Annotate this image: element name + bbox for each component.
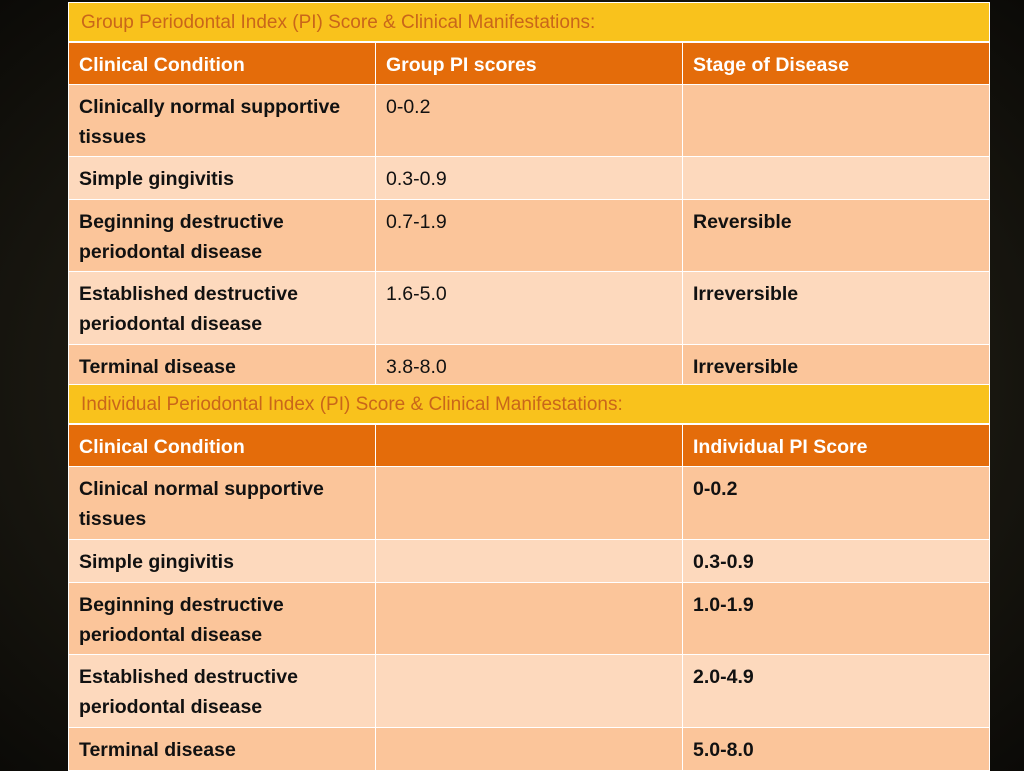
table-row: Beginning destructive periodontal diseas… <box>68 199 990 272</box>
group-table-block: Group Periodontal Index (PI) Score & Cli… <box>68 2 990 388</box>
table-cell: Established destructive periodontal dise… <box>68 271 376 345</box>
table-cell: Beginning destructive periodontal diseas… <box>68 199 376 272</box>
header-cell: Stage of Disease <box>682 42 990 85</box>
table-cell: Simple gingivitis <box>68 539 376 583</box>
table-cell: 3.8-8.0 <box>375 344 683 388</box>
table-row: Beginning destructive periodontal diseas… <box>68 582 990 655</box>
table-row: Simple gingivitis 0.3-0.9 <box>68 156 990 200</box>
table-row: Established destructive periodontal dise… <box>68 654 990 728</box>
table-cell: Beginning destructive periodontal diseas… <box>68 582 376 655</box>
table-title: Group Periodontal Index (PI) Score & Cli… <box>68 2 990 42</box>
table-cell <box>375 539 683 583</box>
header-cell: Clinical Condition <box>68 424 376 467</box>
table-cell: Terminal disease <box>68 727 376 771</box>
table-cell <box>682 156 990 200</box>
table-cell <box>375 582 683 655</box>
header-cell <box>375 424 683 467</box>
header-cell: Clinical Condition <box>68 42 376 85</box>
table-cell: 0.3-0.9 <box>682 539 990 583</box>
table-cell: Established destructive periodontal dise… <box>68 654 376 728</box>
header-cell: Individual PI Score <box>682 424 990 467</box>
table-cell: Irreversible <box>682 344 990 388</box>
table-cell: Simple gingivitis <box>68 156 376 200</box>
table-cell: 0.7-1.9 <box>375 199 683 272</box>
header-cell: Group PI scores <box>375 42 683 85</box>
individual-table-block: Individual Periodontal Index (PI) Score … <box>68 384 990 771</box>
table-row: Terminal disease 3.8-8.0 Irreversible <box>68 344 990 388</box>
header-row: Clinical Condition Individual PI Score <box>68 424 990 467</box>
data-table: Clinical Condition Group PI scores Stage o… <box>68 42 990 388</box>
table-cell: 1.0-1.9 <box>682 582 990 655</box>
table-cell: 0-0.2 <box>375 84 683 157</box>
table-cell: 0.3-0.9 <box>375 156 683 200</box>
table-cell: Irreversible <box>682 271 990 345</box>
table-cell: 5.0-8.0 <box>682 727 990 771</box>
table-cell <box>375 466 683 540</box>
table-cell <box>375 727 683 771</box>
table-cell <box>375 654 683 728</box>
table-cell: Terminal disease <box>68 344 376 388</box>
table-row: Established destructive periodontal dise… <box>68 271 990 345</box>
table-title: Individual Periodontal Index (PI) Score … <box>68 384 990 424</box>
table-row: Clinically normal supportive tissues 0-0.… <box>68 84 990 157</box>
table-cell: 0-0.2 <box>682 466 990 540</box>
data-table: Clinical Condition Individual PI Score Cli… <box>68 424 990 771</box>
table-cell: Reversible <box>682 199 990 272</box>
table-row: Simple gingivitis 0.3-0.9 <box>68 539 990 583</box>
table-cell <box>682 84 990 157</box>
table-cell: Clinically normal supportive tissues <box>68 84 376 157</box>
table-row: Clinical normal supportive tissues 0-0.2 <box>68 466 990 540</box>
table-cell: 2.0-4.9 <box>682 654 990 728</box>
table-cell: 1.6-5.0 <box>375 271 683 345</box>
table-row: Terminal disease 5.0-8.0 <box>68 727 990 771</box>
table-cell: Clinical normal supportive tissues <box>68 466 376 540</box>
header-row: Clinical Condition Group PI scores Stage o… <box>68 42 990 85</box>
